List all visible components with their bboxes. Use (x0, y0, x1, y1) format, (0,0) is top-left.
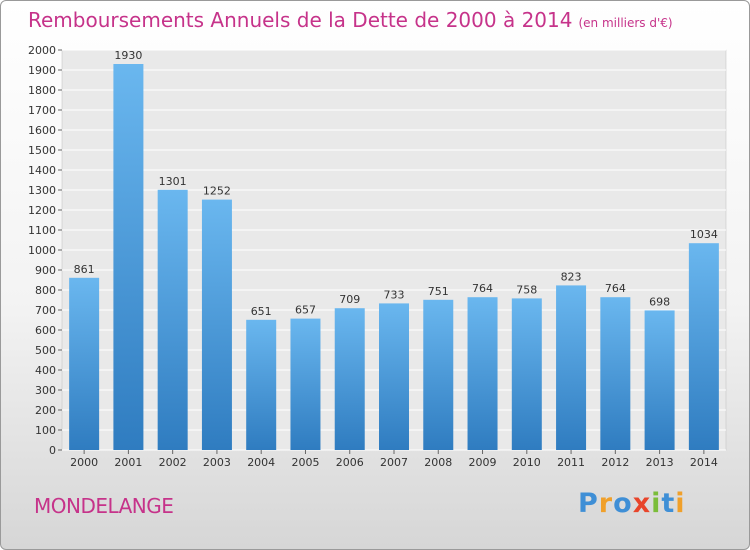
logo-letter: o (613, 488, 633, 519)
x-tick-label: 2006 (336, 456, 364, 469)
y-tick-label: 1200 (28, 204, 56, 217)
value-label: 733 (384, 288, 405, 301)
bar-2001 (113, 64, 144, 450)
bar-2006 (334, 308, 365, 450)
bar-2005 (290, 318, 321, 450)
value-label: 657 (295, 304, 316, 317)
bar-2012 (600, 297, 631, 450)
logo-letter: x (632, 488, 652, 519)
y-tick-label: 900 (35, 264, 56, 277)
y-tick-label: 1700 (28, 104, 56, 117)
y-tick-label: 1600 (28, 124, 56, 137)
bar-2009 (467, 297, 498, 450)
x-tick-label: 2012 (601, 456, 629, 469)
bars (69, 64, 719, 451)
x-tick-label: 2002 (159, 456, 187, 469)
bar-2008 (423, 299, 454, 450)
logo-letter: P (578, 488, 599, 519)
value-label: 758 (516, 283, 537, 296)
value-label: 861 (74, 263, 95, 276)
value-label: 1034 (690, 228, 718, 241)
bar-2007 (379, 303, 409, 450)
bar-2004 (246, 319, 277, 450)
logo-letter: t (661, 488, 676, 519)
x-tick-label: 2005 (291, 456, 319, 469)
bar-2011 (556, 285, 587, 450)
x-tick-label: 2000 (70, 456, 98, 469)
y-tick-label: 1400 (28, 164, 56, 177)
value-label: 1301 (159, 175, 187, 188)
y-tick-label: 1000 (28, 244, 56, 257)
bar-2013 (644, 310, 675, 450)
y-tick-label: 1300 (28, 184, 56, 197)
y-tick-label: 800 (35, 284, 56, 297)
city-name: MONDELANGE (34, 494, 174, 518)
value-label: 823 (561, 270, 582, 283)
x-tick-label: 2014 (690, 456, 718, 469)
x-tick-label: 2013 (646, 456, 674, 469)
value-label: 764 (605, 282, 626, 295)
value-label: 1930 (114, 49, 142, 62)
bar-2003 (201, 199, 232, 450)
y-tick-label: 600 (35, 324, 56, 337)
x-axis-ticks: 2000 2001 2002 2003 2004 2005 2006 2007 2008 2009… (70, 450, 718, 469)
y-tick-label: 2000 (28, 44, 56, 57)
y-tick-label: 1800 (28, 84, 56, 97)
proxiti-logo[interactable]: Proxiti (578, 488, 686, 519)
x-tick-label: 2008 (424, 456, 452, 469)
x-tick-label: 2001 (114, 456, 142, 469)
value-label: 651 (251, 305, 272, 318)
y-tick-label: 200 (35, 404, 56, 417)
bar-2014 (688, 243, 719, 450)
y-tick-label: 700 (35, 304, 56, 317)
logo-letter: i (675, 488, 686, 519)
value-label: 1252 (203, 185, 231, 198)
x-tick-label: 2009 (469, 456, 497, 469)
y-tick-label: 0 (49, 444, 56, 457)
x-tick-label: 2004 (247, 456, 275, 469)
chart-title-text: Remboursements Annuels de la Dette de 20… (28, 8, 573, 32)
y-tick-label: 100 (35, 424, 56, 437)
y-tick-label: 300 (35, 384, 56, 397)
logo-letter: r (598, 488, 614, 519)
x-tick-label: 2010 (513, 456, 541, 469)
x-tick-label: 2011 (557, 456, 585, 469)
data-labels: 861 1930 1301 1252 651 657 709 733 751 764 758 823 7… (74, 49, 718, 318)
y-tick-label: 500 (35, 344, 56, 357)
y-tick-label: 1100 (28, 224, 56, 237)
bar-2010 (511, 298, 542, 450)
y-tick-label: 1900 (28, 64, 56, 77)
value-label: 698 (649, 295, 670, 308)
value-label: 764 (472, 282, 493, 295)
bar-2000 (69, 277, 100, 450)
x-tick-label: 2007 (380, 456, 408, 469)
bar-2002 (157, 189, 188, 451)
chart-subtitle: (en milliers d'€) (578, 16, 673, 30)
y-tick-label: 1500 (28, 144, 56, 157)
y-axis-ticks: 0 100 200 300 400 500 600 700 800 900 1000 1100 1200… (28, 44, 62, 457)
value-label: 709 (339, 293, 360, 306)
x-tick-label: 2003 (203, 456, 231, 469)
value-label: 751 (428, 285, 449, 298)
y-tick-label: 400 (35, 364, 56, 377)
logo-letter: i (651, 488, 662, 519)
chart-title: Remboursements Annuels de la Dette de 20… (28, 8, 673, 32)
